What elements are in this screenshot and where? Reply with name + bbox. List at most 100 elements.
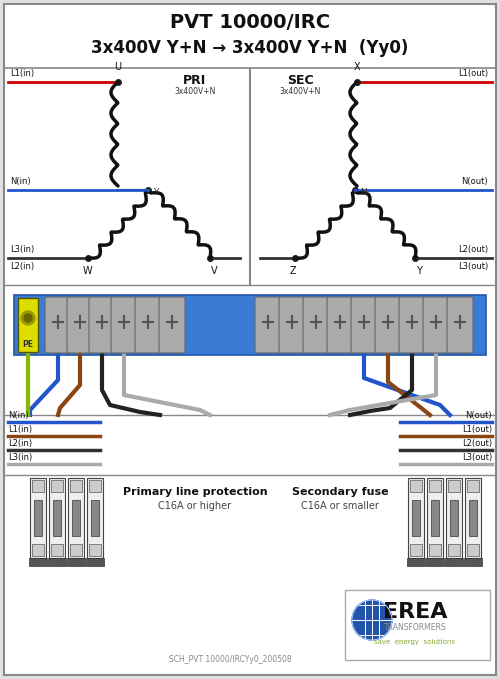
Text: PE: PE	[22, 340, 34, 349]
Text: Z: Z	[290, 266, 296, 276]
Bar	[70, 544, 82, 556]
Bar	[70, 480, 82, 492]
FancyBboxPatch shape	[255, 297, 281, 353]
Bar	[51, 544, 63, 556]
Bar	[67, 558, 85, 566]
Bar	[72, 500, 80, 536]
Bar	[469, 500, 477, 536]
Bar	[412, 500, 420, 536]
Text: SCH_PVT 10000/IRCYy0_200508: SCH_PVT 10000/IRCYy0_200508	[168, 655, 292, 665]
Text: C16A or smaller: C16A or smaller	[301, 501, 379, 511]
Bar	[410, 544, 422, 556]
Bar	[467, 480, 479, 492]
FancyBboxPatch shape	[67, 297, 93, 353]
Text: L2(in): L2(in)	[8, 439, 32, 448]
Bar	[49, 478, 65, 558]
Bar	[32, 480, 44, 492]
Text: TRANSFORMERS: TRANSFORMERS	[384, 623, 446, 633]
Text: N(in): N(in)	[10, 177, 30, 186]
Text: V: V	[210, 266, 218, 276]
Text: L1(in): L1(in)	[8, 425, 32, 434]
Bar	[89, 480, 101, 492]
Text: SEC: SEC	[286, 73, 314, 86]
Bar	[465, 478, 481, 558]
Bar	[48, 558, 66, 566]
Bar	[89, 544, 101, 556]
FancyBboxPatch shape	[159, 297, 185, 353]
Text: U: U	[114, 62, 121, 72]
Bar	[53, 500, 61, 536]
Text: L3(out): L3(out)	[462, 453, 492, 462]
FancyBboxPatch shape	[399, 297, 425, 353]
Text: W: W	[82, 266, 92, 276]
FancyBboxPatch shape	[111, 297, 137, 353]
Bar	[29, 558, 47, 566]
Circle shape	[21, 311, 35, 325]
Text: 3x400V+N: 3x400V+N	[174, 88, 216, 96]
Text: N(out): N(out)	[462, 177, 488, 186]
Bar	[426, 558, 444, 566]
Bar	[86, 558, 104, 566]
Bar	[450, 500, 458, 536]
Bar	[408, 478, 424, 558]
Text: Y: Y	[153, 188, 158, 197]
Text: PRI: PRI	[184, 73, 206, 86]
Text: L1(out): L1(out)	[462, 425, 492, 434]
Text: L3(out): L3(out)	[458, 262, 488, 271]
Text: L1(out): L1(out)	[458, 69, 488, 78]
FancyBboxPatch shape	[327, 297, 353, 353]
Text: PVT 10000/IRC: PVT 10000/IRC	[170, 12, 330, 31]
FancyBboxPatch shape	[135, 297, 161, 353]
FancyBboxPatch shape	[351, 297, 377, 353]
Bar	[431, 500, 439, 536]
Text: Y: Y	[416, 266, 422, 276]
Text: L2(in): L2(in)	[10, 262, 34, 271]
Bar	[429, 480, 441, 492]
Bar	[34, 500, 42, 536]
Text: N(in): N(in)	[8, 411, 28, 420]
Bar	[407, 558, 425, 566]
FancyBboxPatch shape	[447, 297, 473, 353]
Text: C16A or higher: C16A or higher	[158, 501, 232, 511]
FancyBboxPatch shape	[303, 297, 329, 353]
Text: 3x400V Y+N → 3x400V Y+N  (Yy0): 3x400V Y+N → 3x400V Y+N (Yy0)	[92, 39, 408, 57]
Bar	[87, 478, 103, 558]
Bar	[30, 478, 46, 558]
Bar	[448, 544, 460, 556]
Bar	[51, 480, 63, 492]
Bar	[445, 558, 463, 566]
Text: N(out): N(out)	[466, 411, 492, 420]
Bar	[32, 544, 44, 556]
Bar	[429, 544, 441, 556]
Text: N: N	[360, 188, 367, 197]
FancyBboxPatch shape	[279, 297, 305, 353]
Bar	[18, 298, 38, 352]
Text: Primary line protection: Primary line protection	[122, 487, 268, 497]
Text: EREA: EREA	[383, 602, 448, 622]
Bar	[14, 295, 486, 355]
FancyBboxPatch shape	[423, 297, 449, 353]
Bar	[446, 478, 462, 558]
Text: L3(in): L3(in)	[8, 453, 32, 462]
FancyBboxPatch shape	[89, 297, 115, 353]
Bar	[448, 480, 460, 492]
Text: Secondary fuse: Secondary fuse	[292, 487, 388, 497]
Text: L3(in): L3(in)	[10, 245, 34, 254]
Text: save  energy  solutions: save energy solutions	[374, 639, 456, 645]
FancyBboxPatch shape	[375, 297, 401, 353]
Bar	[464, 558, 482, 566]
Bar	[91, 500, 99, 536]
Bar	[68, 478, 84, 558]
Text: L2(out): L2(out)	[458, 245, 488, 254]
Bar	[345, 590, 490, 660]
Text: X: X	[354, 62, 360, 72]
Bar	[410, 480, 422, 492]
Bar	[427, 478, 443, 558]
Circle shape	[24, 314, 32, 322]
Text: L2(out): L2(out)	[462, 439, 492, 448]
Bar	[467, 544, 479, 556]
Circle shape	[352, 600, 392, 640]
Text: 3x400V+N: 3x400V+N	[280, 88, 320, 96]
Text: L1(in): L1(in)	[10, 69, 34, 78]
FancyBboxPatch shape	[45, 297, 71, 353]
